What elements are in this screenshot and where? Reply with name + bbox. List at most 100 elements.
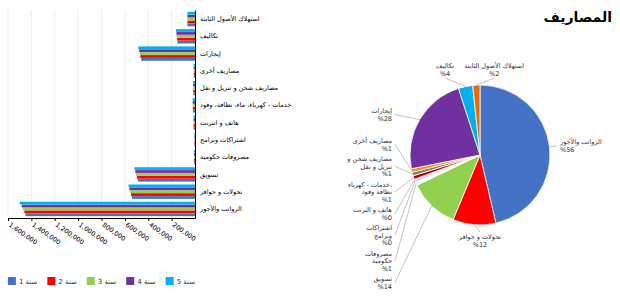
bar xyxy=(26,213,195,216)
leader-line xyxy=(550,146,557,147)
x-tick-label: 200,000 xyxy=(171,221,198,243)
legend-swatch xyxy=(87,277,95,285)
pie-label: هاتف و الترنت%0 xyxy=(353,206,392,222)
bar xyxy=(194,153,195,156)
bar xyxy=(131,193,195,196)
x-tick: 400,000 xyxy=(147,218,174,243)
y-tick: تكاليف xyxy=(200,32,218,40)
bar xyxy=(135,170,195,173)
pie xyxy=(410,85,550,225)
bar-series xyxy=(26,23,195,216)
y-tick: الرواتب والأجور xyxy=(199,204,242,213)
legend-label: سنة 5 xyxy=(177,278,196,286)
bar xyxy=(194,141,195,144)
bar xyxy=(194,144,195,147)
x-tick-mark xyxy=(102,218,103,221)
grid-line xyxy=(31,10,32,218)
bar xyxy=(194,133,195,136)
pie-label-name: خدمات - كهرباء،نظافة وقود xyxy=(348,181,392,197)
bar xyxy=(193,84,195,87)
pie-label: خدمات - كهرباء،نظافة وقود%1 xyxy=(348,181,392,204)
x-tick-mark xyxy=(125,218,126,221)
y-tick: تسويق xyxy=(200,170,218,178)
bar xyxy=(177,41,195,44)
grid-line xyxy=(124,10,125,218)
y-tick-label: إيجارات xyxy=(200,50,221,58)
bar xyxy=(194,75,195,78)
pie-label-name: اشتراكاتوبرامج xyxy=(366,224,392,240)
legend-swatch xyxy=(126,277,134,285)
pie-label: مصاريف شحن وتنزيل و نقل%1 xyxy=(346,155,392,178)
bar xyxy=(187,23,195,26)
pie-label: مصاريف أخرى%1 xyxy=(353,136,392,153)
bar-series xyxy=(23,18,195,211)
y-tick-label: استهلاك الأصول الثابتة xyxy=(200,14,260,23)
bar xyxy=(23,208,195,211)
bar xyxy=(194,67,195,70)
y-tick: إيجارات xyxy=(200,50,221,58)
bars xyxy=(20,12,195,216)
bar xyxy=(194,64,195,67)
x-tick-label: 600,000 xyxy=(124,221,151,243)
x-tick-mark xyxy=(78,218,79,221)
legend-label: سنة 2 xyxy=(58,278,77,286)
leader-line xyxy=(395,178,414,192)
leader-line xyxy=(395,145,412,171)
pie-label: استهلاك الأصول الثابتة%2 xyxy=(464,61,524,78)
bar xyxy=(194,139,195,142)
pie-label-name: مصروفاتحكومية xyxy=(365,250,392,266)
legend-label: سنة 1 xyxy=(19,278,38,286)
pie-label: تكاليف%4 xyxy=(436,62,454,78)
legend: سنة 1سنة 2سنة 3سنة 4سنة 5 xyxy=(8,277,195,286)
bar xyxy=(141,58,195,61)
x-axis: 1,600,0001,400,0001,200,0001,000,000800,… xyxy=(7,218,197,246)
bar xyxy=(20,202,195,205)
y-tick: خدمات - كهرباء، ماء، نظافة، وقود xyxy=(200,101,291,109)
chart-svg: 1,600,0001,400,0001,200,0001,000,000800,… xyxy=(0,0,620,296)
pie-slice xyxy=(473,85,480,155)
bar xyxy=(194,150,195,153)
bar xyxy=(193,107,195,110)
pie-label-value: %12 xyxy=(473,241,487,249)
bar xyxy=(193,93,195,96)
y-tick: تحولات و حوافز xyxy=(199,188,243,196)
bar xyxy=(194,69,195,72)
y-tick: مصاريف أخرى xyxy=(200,66,239,75)
bar-series xyxy=(20,12,195,205)
leader-line xyxy=(474,225,480,232)
bar xyxy=(194,156,195,159)
legend-label: سنة 3 xyxy=(98,278,117,286)
bar xyxy=(177,35,195,38)
bar-series xyxy=(22,15,195,208)
legend-swatch xyxy=(47,277,55,285)
bar xyxy=(194,72,195,75)
bar xyxy=(137,176,195,179)
grid-line xyxy=(101,10,102,218)
pie-label-value: %0 xyxy=(382,239,392,247)
leader-line xyxy=(476,78,494,85)
pie-label: تحولات و حوافز%12 xyxy=(458,233,502,249)
y-tick: مصاريف شحن و تنزيل و نقل xyxy=(200,84,278,92)
bar xyxy=(139,49,195,52)
bar xyxy=(193,101,195,104)
y-tick: اشتراكات وبرامج xyxy=(200,136,246,144)
x-tick-mark xyxy=(148,218,149,221)
pie-label: تسويق%14 xyxy=(374,275,392,291)
bar xyxy=(187,21,195,24)
bar xyxy=(193,87,195,90)
y-tick: استهلاك الأصول الثابتة xyxy=(200,14,260,23)
bar xyxy=(194,115,195,118)
x-tick-label: 400,000 xyxy=(147,221,174,243)
bar xyxy=(138,46,195,49)
x-tick: 600,000 xyxy=(124,218,151,243)
bar xyxy=(193,81,195,84)
bar xyxy=(132,196,195,199)
bar xyxy=(194,127,195,130)
bar xyxy=(140,55,195,58)
bar xyxy=(129,187,195,190)
pie-label-value: %1 xyxy=(382,196,392,204)
bar xyxy=(194,124,195,127)
legend-item: سنة 3 xyxy=(87,277,117,286)
bar xyxy=(140,52,195,55)
bar xyxy=(22,205,195,208)
